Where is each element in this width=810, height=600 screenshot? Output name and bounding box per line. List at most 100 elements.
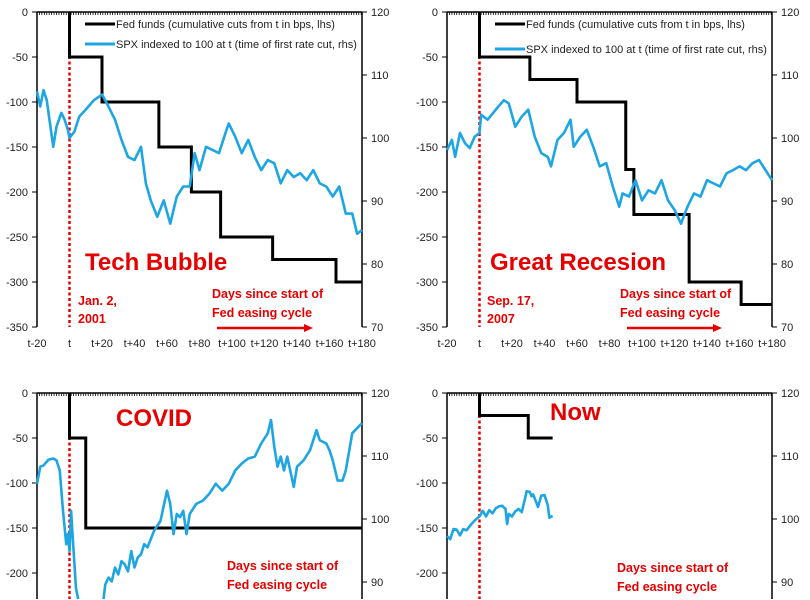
left-tick-label: -100 (416, 97, 438, 109)
x-tick-label: t+120 (251, 338, 279, 350)
right-tick-label: 90 (781, 196, 793, 208)
left-tick-label: -100 (416, 478, 438, 490)
x-tick-label: t-20 (28, 338, 47, 350)
panel-covid: 0 -50 -100 -150 -200 120 110 100 90 COVID Days sin… (6, 388, 389, 600)
x-tick-label: t+80 (189, 338, 211, 350)
left-tick-label: -100 (6, 97, 28, 109)
left-tick-label: -200 (6, 187, 28, 199)
x-axis-note-line1: Days since start of (227, 559, 339, 573)
left-tick-label: -100 (6, 478, 28, 490)
x-tick-label: t+60 (156, 338, 178, 350)
x-tick-label: t (68, 338, 71, 350)
right-tick-label: 100 (781, 133, 799, 145)
right-tick-label: 70 (371, 322, 383, 334)
left-tick-label: -350 (416, 322, 438, 334)
x-axis-note-line1: Days since start of (617, 561, 729, 575)
right-tick-label: 100 (371, 133, 389, 145)
x-tick-label: t+20 (91, 338, 113, 350)
x-tick-label: t+100 (218, 338, 246, 350)
left-tick-label: -200 (6, 568, 28, 580)
x-axis-note-line2: Fed easing cycle (212, 306, 312, 320)
spx-line (102, 418, 363, 600)
right-tick-label: 110 (371, 451, 389, 463)
x-tick-label: t+160 (316, 338, 344, 350)
left-tick-label: -250 (6, 232, 28, 244)
panel-title: Tech Bubble (85, 249, 227, 276)
right-tick-label: 70 (781, 322, 793, 334)
panel-title: Great Recesion (490, 249, 666, 276)
right-tick-label: 120 (371, 7, 389, 19)
left-tick-label: -50 (12, 52, 28, 64)
right-tick-label: 120 (371, 388, 389, 400)
left-tick-label: -250 (416, 232, 438, 244)
panel-title: Now (550, 399, 601, 426)
left-tick-label: 0 (22, 7, 28, 19)
left-tick-label: 0 (432, 7, 438, 19)
x-axis-note-line2: Fed easing cycle (617, 580, 717, 594)
left-tick-label: -150 (6, 142, 28, 154)
left-tick-label: -200 (416, 187, 438, 199)
x-tick-label: t+60 (566, 338, 588, 350)
left-tick-label: -200 (416, 568, 438, 580)
spx-line (445, 98, 774, 225)
fed-funds-line (478, 12, 772, 306)
spx-line (35, 88, 363, 236)
right-tick-label: 90 (371, 577, 383, 589)
fed-funds-line (68, 393, 362, 530)
spx-line (35, 457, 80, 600)
right-tick-label: 120 (781, 388, 799, 400)
right-tick-label: 120 (781, 7, 799, 19)
right-tick-label: 90 (371, 196, 383, 208)
right-tick-label: 110 (781, 451, 799, 463)
left-tick-label: 0 (432, 388, 438, 400)
right-tick-label: 90 (781, 577, 793, 589)
left-tick-label: -300 (416, 277, 438, 289)
right-tick-label: 110 (781, 70, 799, 82)
x-tick-label: t+140 (283, 338, 311, 350)
x-tick-label: t+40 (124, 338, 146, 350)
left-tick-label: -50 (12, 433, 28, 445)
first-cut-year: 2001 (78, 312, 106, 326)
x-tick-label: t+80 (599, 338, 621, 350)
panel-title: COVID (116, 405, 192, 432)
arrow-head-icon (304, 324, 313, 332)
x-axis-note-line1: Days since start of (212, 287, 324, 301)
left-tick-label: -300 (6, 277, 28, 289)
right-tick-label: 100 (371, 514, 389, 526)
x-axis-note-line1: Days since start of (620, 287, 732, 301)
left-tick-label: -150 (416, 142, 438, 154)
x-axis-note-line2: Fed easing cycle (227, 578, 327, 592)
panel-tech-bubble: 0 -50 -100 -150 -200 -250 -300 -350 120 110 100 90 8… (6, 7, 389, 350)
arrow-head-icon (713, 324, 722, 332)
legend-spx-label: SPX indexed to 100 at t (time of first r… (526, 44, 767, 56)
x-tick-label: t+140 (693, 338, 721, 350)
x-tick-label: t+180 (348, 338, 376, 350)
x-tick-label: t-20 (438, 338, 457, 350)
panel-great-recesion: 0 -50 -100 -150 -200 -250 -300 -350 120 110 100 90 8… (416, 7, 799, 350)
x-tick-label: t+100 (628, 338, 656, 350)
first-cut-date: Sep. 17, (487, 294, 534, 308)
first-cut-date: Jan. 2, (78, 294, 117, 308)
x-tick-label: t+40 (534, 338, 556, 350)
left-tick-label: -350 (6, 322, 28, 334)
left-tick-label: -150 (416, 523, 438, 535)
left-tick-label: -50 (422, 433, 438, 445)
right-tick-label: 110 (371, 70, 389, 82)
x-tick-label: t+160 (726, 338, 754, 350)
fed-funds-line (68, 12, 362, 284)
right-tick-label: 80 (371, 259, 383, 271)
left-tick-label: -150 (6, 523, 28, 535)
x-tick-label: t+20 (501, 338, 523, 350)
legend-fed-label: Fed funds (cumulative cuts from t in bps… (526, 19, 745, 31)
x-tick-label: t+120 (661, 338, 689, 350)
x-tick-label: t (478, 338, 481, 350)
left-tick-label: -50 (422, 52, 438, 64)
legend-spx-label: SPX indexed to 100 at t (time of first r… (116, 39, 357, 51)
first-cut-year: 2007 (487, 312, 515, 326)
legend-fed-label: Fed funds (cumulative cuts from t in bps… (116, 19, 335, 31)
right-tick-label: 80 (781, 259, 793, 271)
x-axis-note-line2: Fed easing cycle (620, 306, 720, 320)
spx-line (446, 489, 554, 541)
